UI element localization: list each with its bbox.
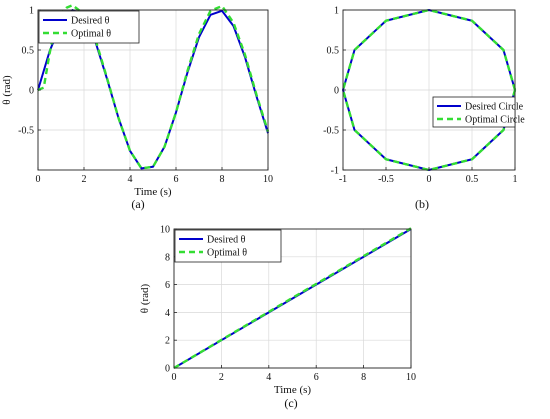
panel-caption: (a)	[131, 197, 144, 211]
x-tick-label: 0	[36, 174, 41, 185]
y-tick-label: 8	[165, 252, 170, 263]
legend: Desired θ Optimal θ	[174, 229, 282, 263]
x-tick-label: 0	[172, 372, 177, 383]
y-tick-label: 10	[160, 225, 170, 236]
legend-box	[432, 96, 516, 128]
series-line-2	[37, 3, 270, 170]
y-tick-label: 2	[165, 336, 170, 347]
y-tick-label: 6	[165, 280, 170, 291]
x-tick-label: 10	[406, 372, 416, 383]
legend-box	[174, 229, 282, 263]
x-tick-label: -0.5	[378, 174, 394, 185]
x-tick-label: 0	[427, 174, 432, 185]
y-tick-label: 0	[165, 364, 170, 375]
x-tick-label: 2	[219, 372, 224, 383]
x-axis-label: Time (s)	[134, 186, 172, 198]
y-tick-label: 0	[29, 86, 34, 97]
y-tick-label: 1	[334, 6, 339, 17]
y-axis-label: θ (rad)	[1, 75, 13, 105]
y-tick-label: 1	[29, 6, 34, 17]
y-tick-label: 0	[334, 86, 339, 97]
series-line-2	[173, 227, 412, 370]
x-tick-label: 10	[263, 174, 273, 185]
x-tick-label: 0.5	[466, 174, 479, 185]
x-tick-label: 4	[266, 372, 271, 383]
x-tick-label: 8	[361, 372, 366, 383]
y-tick-label: -1	[331, 166, 339, 177]
x-tick-label: 8	[220, 174, 225, 185]
y-tick-label: 4	[165, 308, 170, 319]
panel-caption: (b)	[415, 197, 429, 211]
x-tick-label: 1	[513, 174, 518, 185]
y-tick-label: -0.5	[18, 126, 34, 137]
x-tick-label: 6	[174, 174, 179, 185]
x-tick-label: -1	[339, 174, 347, 185]
series-line-2	[341, 8, 517, 172]
x-axis-label: Time (s)	[274, 384, 312, 396]
legend-label-1: Desired θ	[207, 235, 246, 246]
x-tick-label: 2	[82, 174, 87, 185]
chart-panel-1: 0 2 4 6 8 10 -0.5 0 0.5 1 Time (s) θ (rad) Desired θ…	[1, 3, 273, 211]
panel-caption: (c)	[284, 396, 297, 410]
legend-label-1: Desired Circle	[465, 102, 524, 113]
y-tick-label: -0.5	[323, 126, 339, 137]
legend: Desired θ Optimal θ	[38, 10, 140, 44]
legend-label-2: Optimal Circle	[465, 115, 525, 126]
x-tick-label: 6	[314, 372, 319, 383]
legend: Desired Circle Optimal Circle	[432, 96, 525, 128]
x-tick-label: 4	[128, 174, 133, 185]
chart-panel-2: -1 -0.5 0 0.5 1 -1 -0.5 0 0.5 1 Desired Circle Opti…	[323, 6, 525, 212]
y-tick-label: 0.5	[327, 46, 340, 57]
axes-box	[173, 228, 412, 369]
chart-panel-3: 0 2 4 6 8 10 0 2 4 6 8 10 Time (s) θ (rad) Desired θ Op…	[139, 225, 416, 411]
legend-box	[38, 10, 140, 44]
legend-label-1: Desired θ	[71, 16, 110, 27]
y-axis-label: θ (rad)	[139, 283, 151, 313]
legend-label-2: Optimal θ	[207, 248, 247, 259]
y-tick-label: 0.5	[22, 46, 35, 57]
legend-label-2: Optimal θ	[71, 29, 111, 40]
